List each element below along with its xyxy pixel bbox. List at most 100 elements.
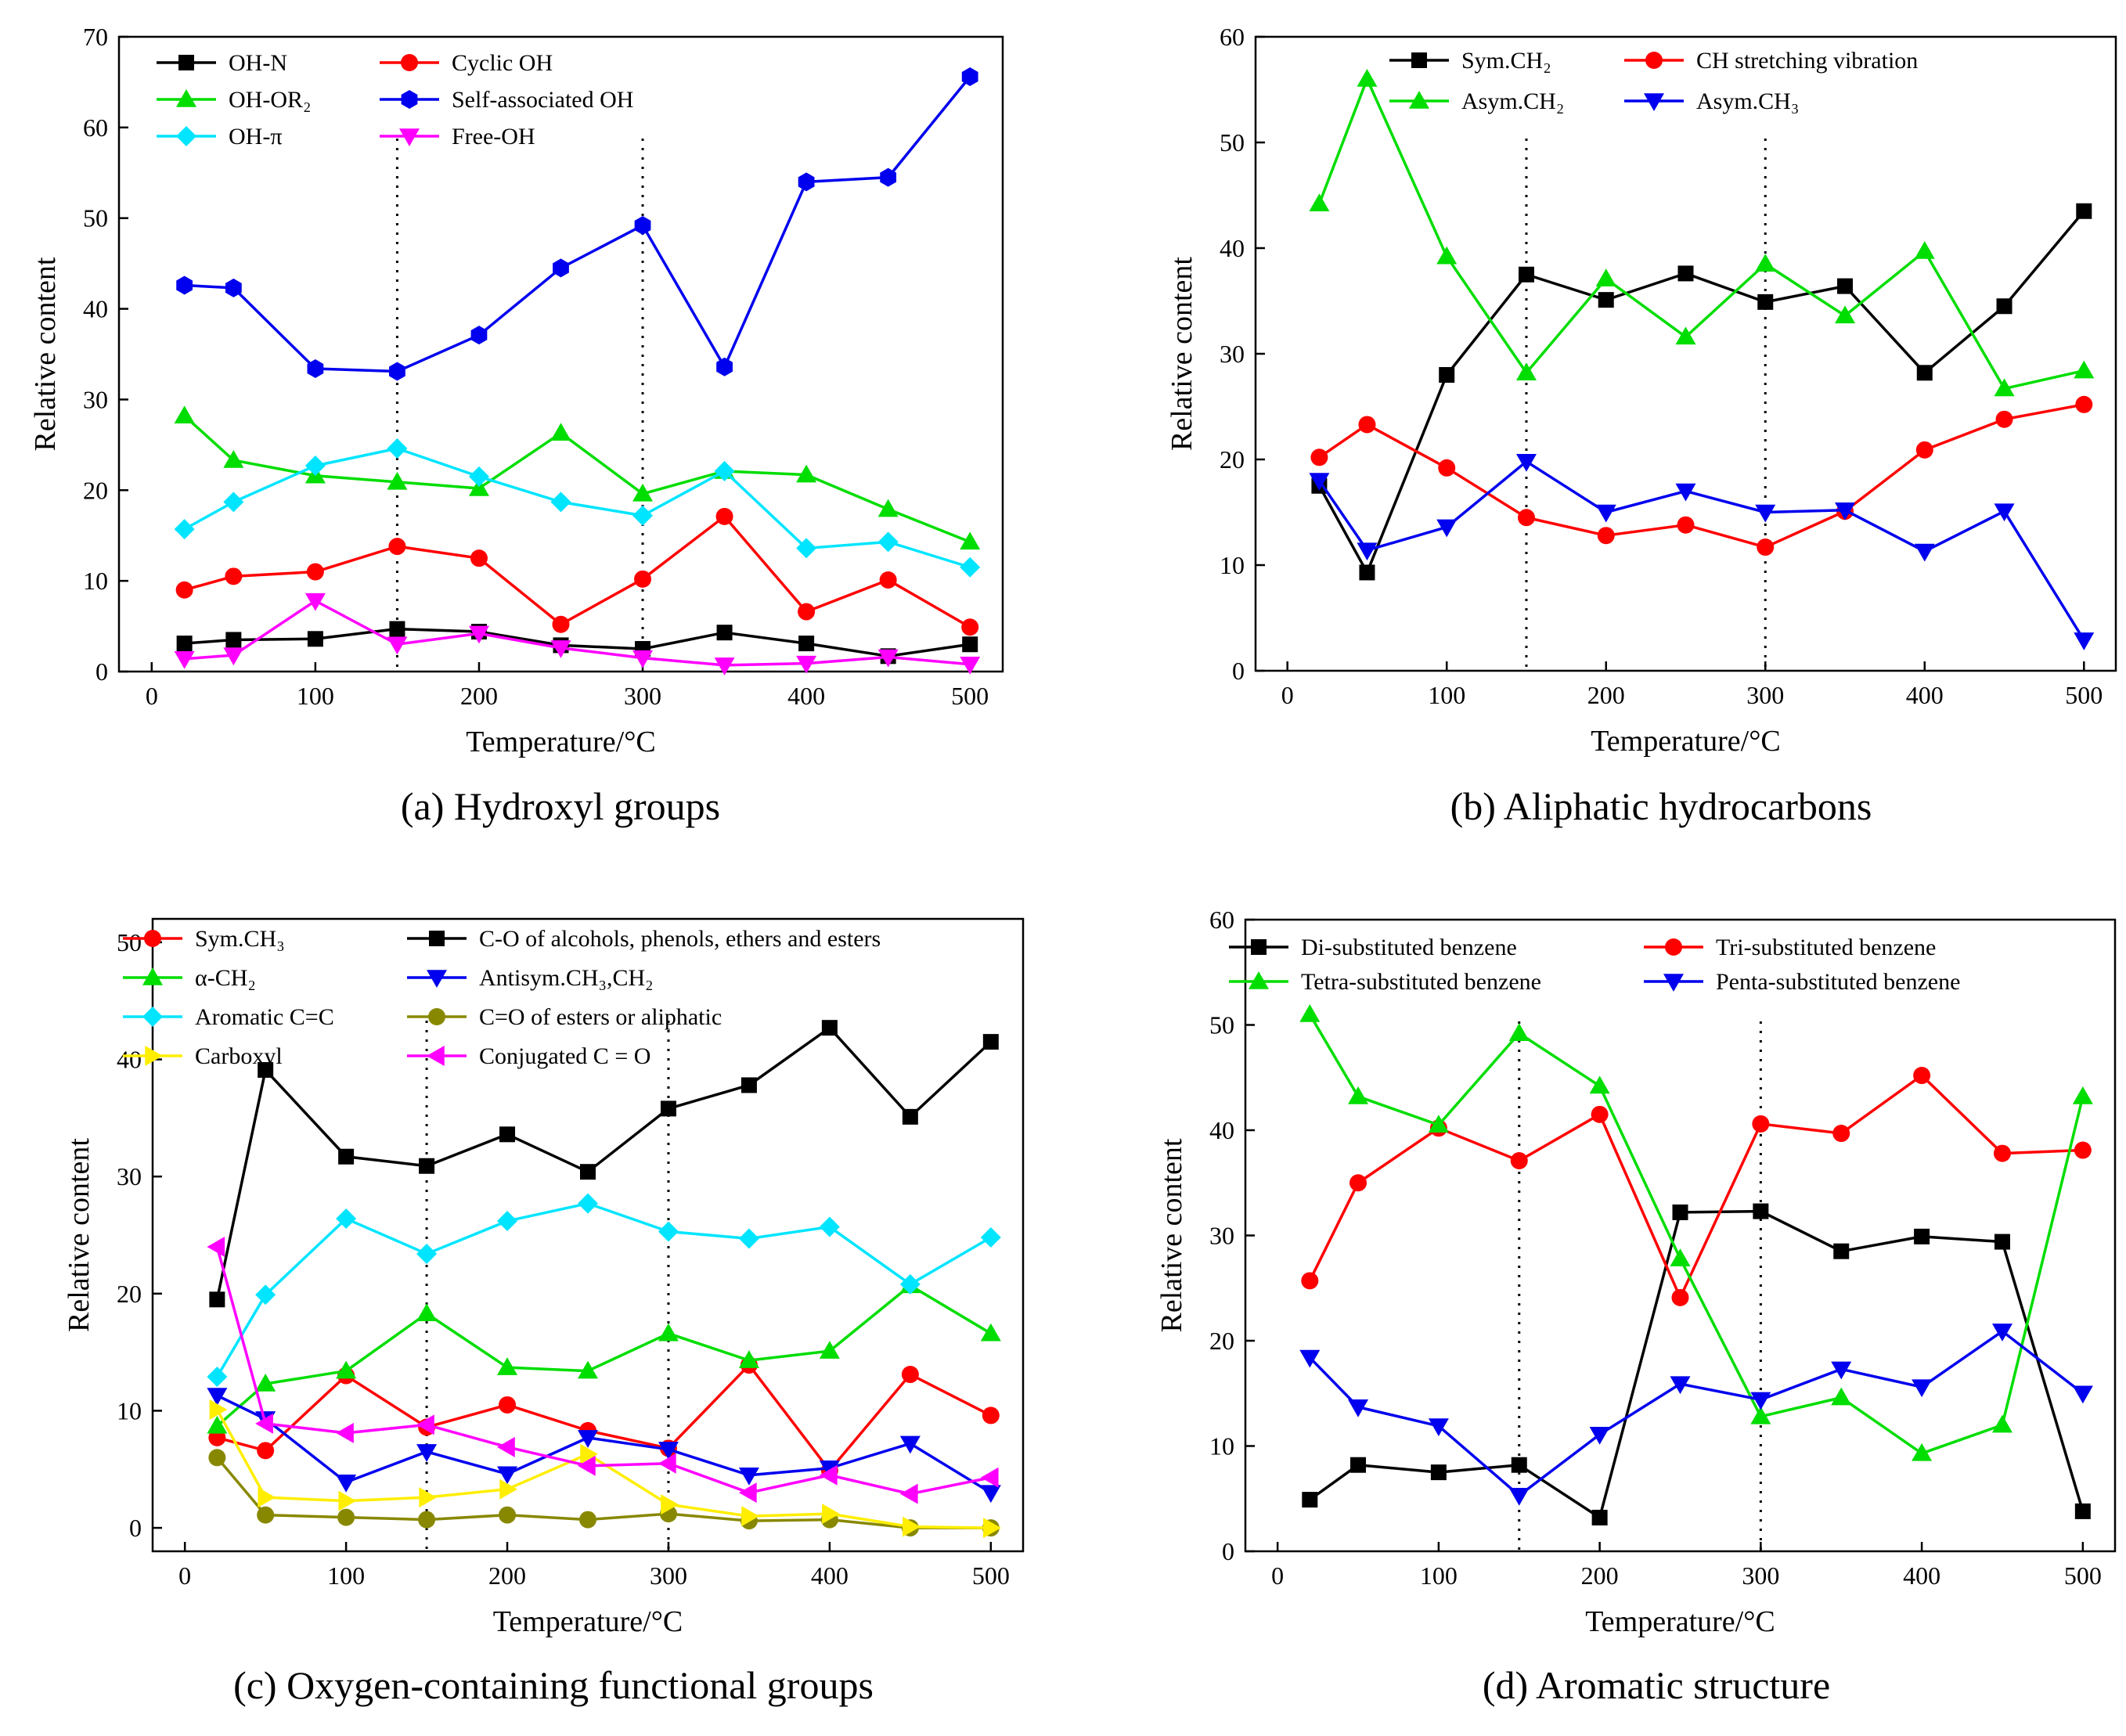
series-1 [209, 1020, 999, 1308]
data-point [1438, 459, 1456, 477]
series-line [215, 1246, 992, 1496]
y-axis-title: Relative content [1166, 257, 1198, 451]
x-tick-label: 300 [650, 1561, 687, 1590]
data-point [661, 1494, 679, 1515]
data-point [899, 1483, 918, 1504]
data-point [416, 1444, 438, 1462]
series-0 [176, 621, 978, 665]
data-point [877, 531, 899, 553]
y-tick-label: 30 [1220, 340, 1245, 368]
data-point [1358, 416, 1376, 434]
legend-marker [178, 55, 194, 70]
data-point [468, 477, 489, 496]
data-point [983, 1518, 1001, 1539]
data-point [1357, 542, 1378, 561]
y-tick-label: 0 [129, 1514, 142, 1542]
data-point [879, 571, 897, 589]
data-point [819, 1464, 838, 1486]
data-point [338, 1148, 355, 1165]
series-0 [1302, 1203, 2091, 1525]
data-point [1671, 1288, 1689, 1306]
data-point [416, 1414, 434, 1435]
panel-caption: (d) Aromatic structure [1483, 1663, 1830, 1707]
data-point [1752, 1115, 1770, 1133]
data-point [1750, 1406, 1771, 1424]
data-point [1439, 367, 1455, 383]
legend-label: Conjugated C = O [479, 1043, 650, 1069]
data-point [1914, 241, 1935, 259]
data-point [499, 1126, 516, 1143]
series-0 [1311, 203, 2092, 581]
data-point [716, 625, 733, 641]
data-point [980, 1323, 1001, 1342]
legend-marker [427, 970, 447, 988]
data-point [1675, 483, 1696, 502]
data-point [877, 649, 899, 668]
data-point [257, 1442, 275, 1460]
data-point [1994, 378, 2015, 397]
data-point [658, 1442, 679, 1460]
data-point [579, 1511, 596, 1529]
data-point [550, 640, 571, 658]
data-point [819, 1341, 840, 1359]
data-point [389, 362, 405, 381]
legend-marker [142, 1007, 163, 1027]
data-point [960, 556, 981, 578]
series-1 [1301, 1067, 2092, 1306]
data-point [1508, 1023, 1530, 1042]
data-point [499, 1396, 517, 1414]
legend-marker [429, 931, 445, 946]
legend-label: Asym.CH₃ [1696, 88, 1799, 114]
chart-panel-c: 0 100 200 300 400 500 0 10 20 30 40 50 Temperature/°… [63, 917, 1025, 1707]
y-tick-label: 20 [1220, 445, 1245, 474]
x-tick-label: 400 [1906, 681, 1944, 709]
series-1 [1310, 395, 2093, 556]
series-3 [1299, 1324, 2093, 1506]
legend-label: OH-OR₂ [229, 87, 311, 113]
data-point [1349, 1174, 1367, 1192]
data-point [961, 67, 978, 86]
legend-marker [427, 1046, 445, 1066]
x-tick-label: 300 [1746, 681, 1784, 709]
chart-panel-b: 0 100 200 300 400 500 0 10 20 30 40 50 60 Temperature… [1166, 23, 2117, 828]
data-point [738, 1467, 759, 1486]
series-line [184, 599, 971, 667]
data-point [209, 1399, 228, 1420]
data-point [223, 450, 244, 468]
y-tick-label: 30 [83, 385, 108, 413]
data-point [1357, 69, 1378, 87]
legend: Sym.CH₂ CH stretching vibration Asym.CH₂ As… [1389, 48, 1918, 114]
legend-label: OH-π [229, 124, 282, 149]
data-point [1597, 527, 1615, 545]
data-point [550, 492, 571, 513]
data-point [1755, 504, 1776, 523]
x-tick-label: 400 [811, 1561, 849, 1590]
y-tick-label: 10 [117, 1396, 142, 1424]
legend-marker [1411, 52, 1427, 68]
data-point [1309, 193, 1330, 212]
data-point [1299, 1349, 1321, 1368]
data-point [1832, 1125, 1850, 1143]
series-line [216, 1457, 991, 1529]
data-point [1517, 509, 1535, 527]
data-point [1436, 519, 1458, 538]
x-axis-title: Temperature/°C [1591, 725, 1781, 758]
y-tick-label: 60 [1209, 906, 1234, 934]
data-point [580, 1164, 596, 1180]
data-point [877, 499, 899, 517]
data-point [1359, 564, 1375, 581]
data-point [738, 1482, 757, 1504]
data-point [578, 1455, 596, 1476]
y-axis-title: Relative content [63, 1138, 95, 1332]
data-point [902, 1108, 918, 1125]
data-point [338, 1490, 357, 1511]
data-point [2072, 1385, 2093, 1404]
x-tick-label: 400 [787, 682, 825, 710]
data-point [658, 1221, 679, 1242]
x-axis-title: Temperature/°C [1585, 1605, 1775, 1638]
y-tick-label: 60 [83, 113, 108, 142]
data-point [880, 167, 897, 187]
legend-marker [145, 1046, 163, 1066]
data-point [1831, 1387, 1852, 1406]
series-line [215, 1201, 992, 1378]
